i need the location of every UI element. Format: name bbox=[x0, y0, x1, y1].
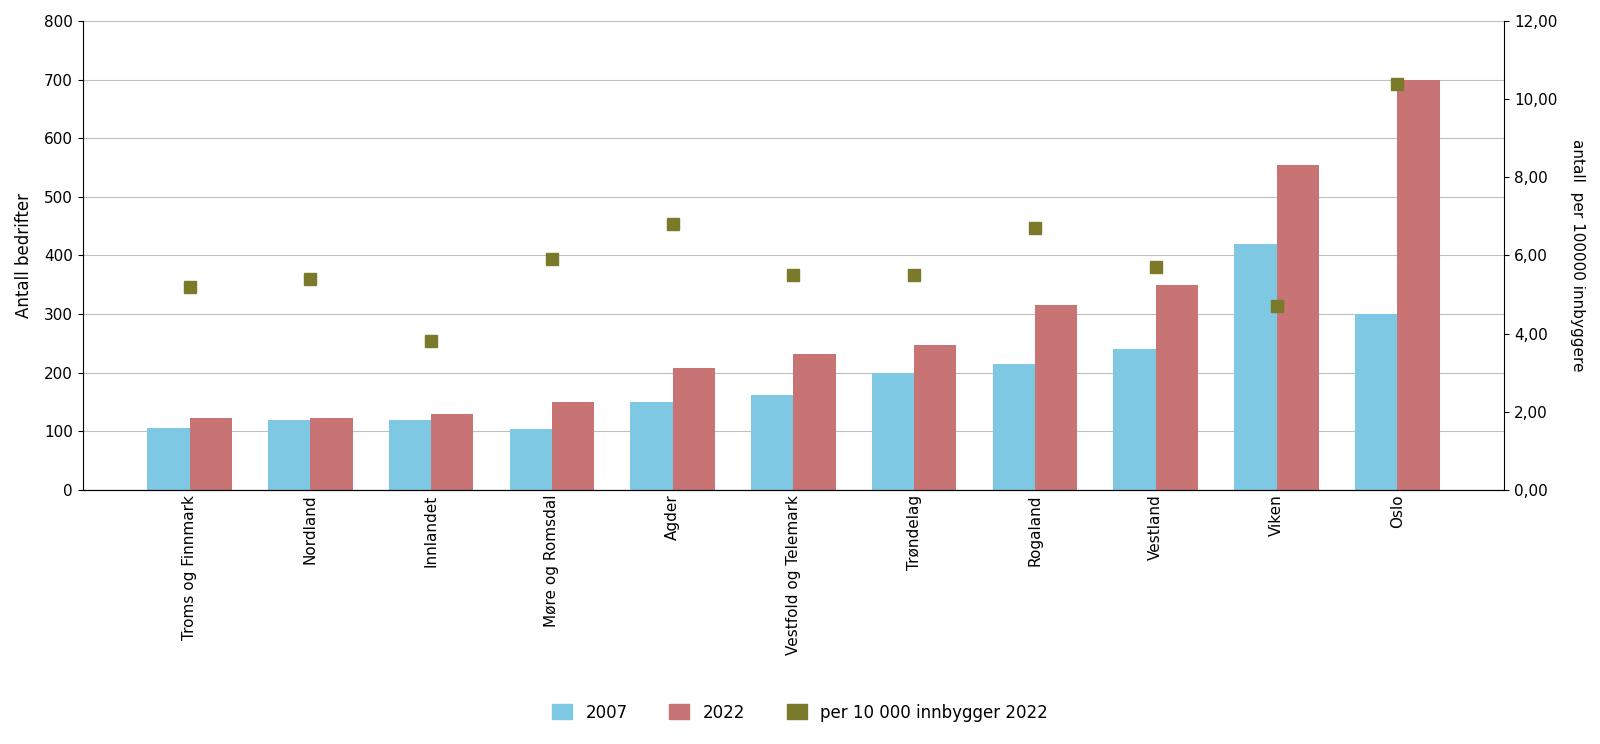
Y-axis label: antall  per 100000 innbyggere: antall per 100000 innbyggere bbox=[1570, 139, 1586, 372]
Bar bbox=[992, 364, 1035, 490]
Bar bbox=[1234, 244, 1277, 490]
Bar bbox=[269, 420, 310, 490]
Bar bbox=[147, 429, 190, 490]
Bar bbox=[1277, 164, 1318, 490]
Y-axis label: Antall bedrifter: Antall bedrifter bbox=[14, 193, 34, 318]
Bar bbox=[914, 344, 957, 490]
Bar bbox=[630, 402, 672, 490]
Bar bbox=[552, 402, 594, 490]
Bar bbox=[872, 373, 914, 490]
Bar bbox=[1035, 305, 1077, 490]
Bar bbox=[389, 420, 432, 490]
Legend: 2007, 2022, per 10 000 innbygger 2022: 2007, 2022, per 10 000 innbygger 2022 bbox=[546, 697, 1054, 728]
Bar bbox=[794, 354, 835, 490]
Bar bbox=[752, 395, 794, 490]
Bar bbox=[1114, 349, 1155, 490]
Bar bbox=[1355, 314, 1397, 490]
Bar bbox=[672, 368, 715, 490]
Bar bbox=[1155, 285, 1198, 490]
Bar bbox=[310, 418, 352, 490]
Bar bbox=[190, 418, 232, 490]
Bar bbox=[1397, 80, 1440, 490]
Bar bbox=[510, 429, 552, 490]
Bar bbox=[432, 414, 474, 490]
